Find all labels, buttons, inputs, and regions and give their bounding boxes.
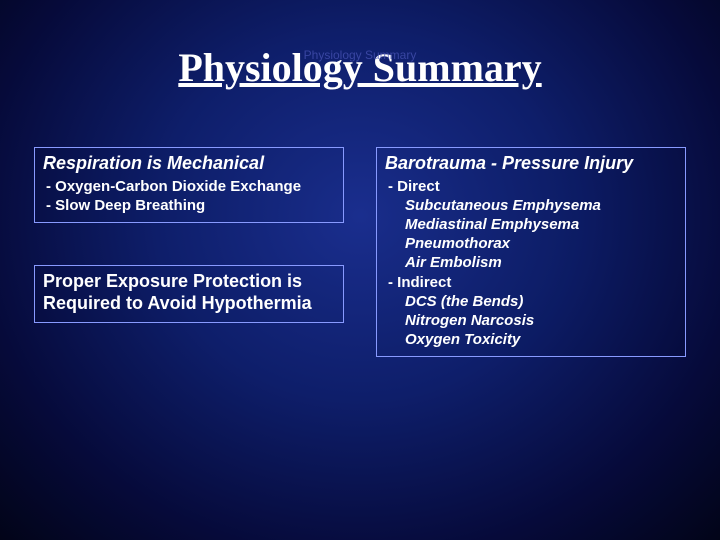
- exposure-heading: Proper Exposure Protection is Required t…: [43, 271, 335, 315]
- barotrauma-bullets: Direct: [385, 177, 677, 196]
- barotrauma-heading: Barotrauma - Pressure Injury: [385, 153, 677, 175]
- barotrauma-bullets-2: Indirect: [385, 273, 677, 292]
- indirect-bullet: Indirect: [385, 273, 677, 292]
- direct-sublist: Subcutaneous Emphysema Mediastinal Emphy…: [385, 196, 677, 273]
- exposure-box: Proper Exposure Protection is Required t…: [34, 265, 344, 323]
- direct-item: Mediastinal Emphysema: [405, 215, 677, 234]
- respiration-bullet: Slow Deep Breathing: [43, 196, 335, 215]
- direct-item: Subcutaneous Emphysema: [405, 196, 677, 215]
- indirect-item: DCS (the Bends): [405, 292, 677, 311]
- indirect-sublist: DCS (the Bends) Nitrogen Narcosis Oxygen…: [385, 292, 677, 350]
- right-column: Barotrauma - Pressure Injury Direct Subc…: [376, 147, 686, 357]
- barotrauma-box: Barotrauma - Pressure Injury Direct Subc…: [376, 147, 686, 357]
- left-column: Respiration is Mechanical Oxygen-Carbon …: [34, 147, 344, 357]
- respiration-heading: Respiration is Mechanical: [43, 153, 335, 175]
- indirect-item: Nitrogen Narcosis: [405, 311, 677, 330]
- direct-item: Pneumothorax: [405, 234, 677, 253]
- respiration-box: Respiration is Mechanical Oxygen-Carbon …: [34, 147, 344, 223]
- content-columns: Respiration is Mechanical Oxygen-Carbon …: [0, 147, 720, 357]
- direct-bullet: Direct: [385, 177, 677, 196]
- direct-item: Air Embolism: [405, 253, 677, 272]
- indirect-item: Oxygen Toxicity: [405, 330, 677, 349]
- ghost-title: Physiology Summary: [304, 48, 417, 62]
- respiration-bullets: Oxygen-Carbon Dioxide Exchange Slow Deep…: [43, 177, 335, 215]
- respiration-bullet: Oxygen-Carbon Dioxide Exchange: [43, 177, 335, 196]
